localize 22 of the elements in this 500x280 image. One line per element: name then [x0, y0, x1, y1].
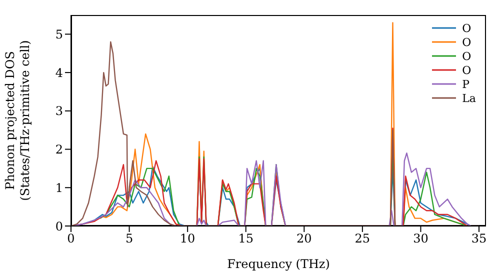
- legend-label: O: [462, 50, 472, 62]
- x-tick-label: 35: [471, 232, 487, 246]
- legend-label: O: [462, 22, 472, 34]
- x-tick-label: 10: [180, 232, 196, 246]
- x-tick-label: 20: [296, 232, 312, 246]
- legend-label: O: [462, 36, 472, 48]
- y-tick-label: 4: [55, 66, 64, 80]
- x-tick-label: 15: [238, 232, 254, 246]
- y-tick-label: 5: [55, 27, 63, 42]
- y-tick-label: 1: [55, 180, 63, 195]
- y-tick-label: 2: [55, 142, 63, 157]
- legend-label: O: [462, 64, 472, 76]
- legend-label: P: [462, 78, 470, 90]
- x-tick-label: 5: [125, 232, 134, 246]
- y-tick-label: 0: [55, 219, 63, 234]
- x-axis-title: Frequency (THz): [227, 257, 330, 271]
- legend-label: La: [462, 92, 476, 104]
- y-axis-title: Phonon projected DOS (States/THz·primitive cell): [3, 40, 32, 201]
- x-tick-label: 30: [413, 232, 428, 246]
- x-tick-label: 25: [354, 232, 370, 246]
- y-tick-label: 3: [55, 104, 63, 118]
- x-tick-label: 0: [67, 232, 75, 246]
